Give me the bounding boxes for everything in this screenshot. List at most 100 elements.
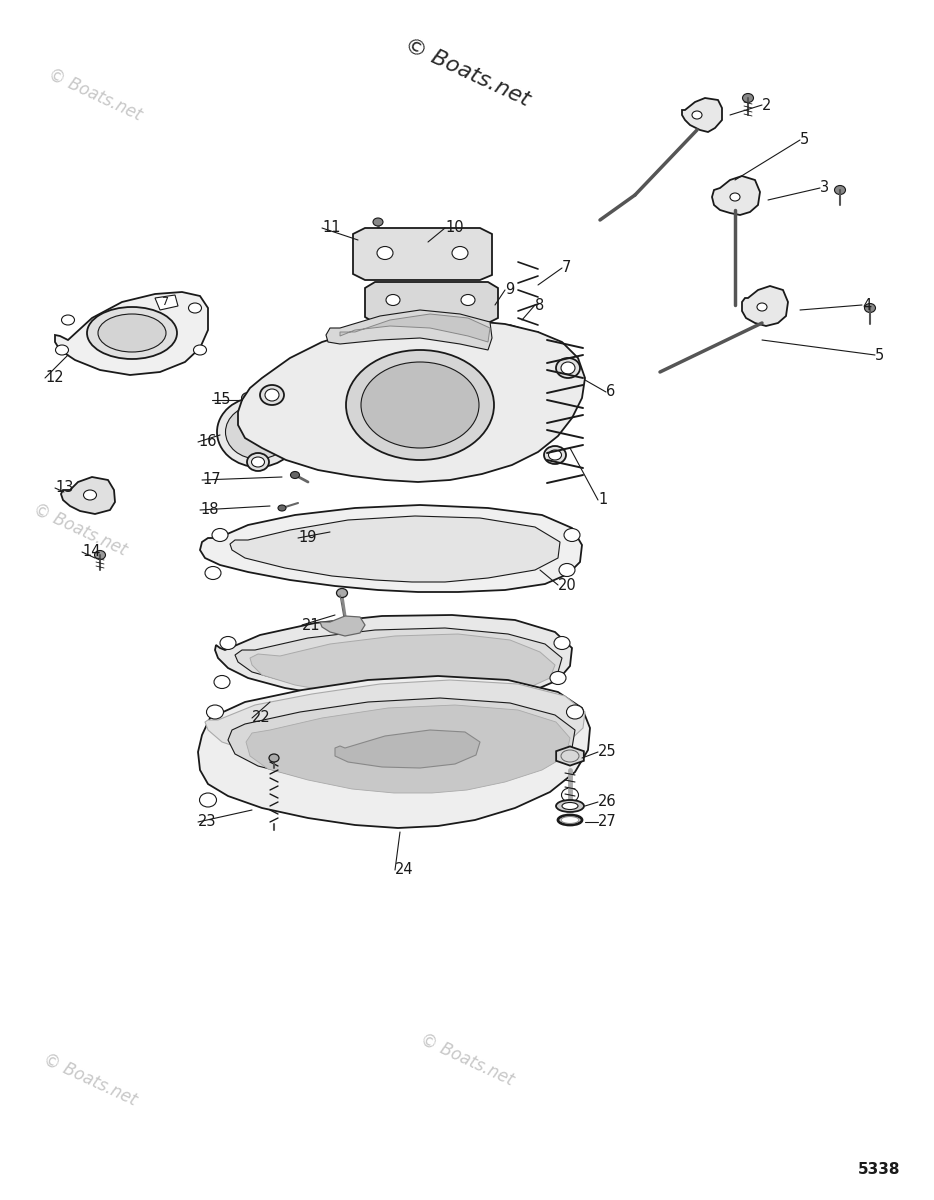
Text: 8: 8 xyxy=(535,298,545,312)
Ellipse shape xyxy=(290,472,300,479)
Ellipse shape xyxy=(83,490,96,500)
Text: 7: 7 xyxy=(562,260,572,276)
Polygon shape xyxy=(200,505,582,592)
Text: 18: 18 xyxy=(200,503,219,517)
Text: 15: 15 xyxy=(212,392,231,408)
Ellipse shape xyxy=(757,302,767,311)
Ellipse shape xyxy=(205,566,221,580)
Ellipse shape xyxy=(242,392,254,403)
Ellipse shape xyxy=(461,294,475,306)
Polygon shape xyxy=(215,614,572,702)
Polygon shape xyxy=(155,295,178,310)
Text: 26: 26 xyxy=(598,794,616,810)
Ellipse shape xyxy=(220,636,236,649)
Text: 12: 12 xyxy=(45,371,64,385)
Polygon shape xyxy=(340,314,490,342)
Ellipse shape xyxy=(386,294,400,306)
Ellipse shape xyxy=(217,397,299,467)
Text: 21: 21 xyxy=(302,618,320,632)
Ellipse shape xyxy=(94,551,106,559)
Text: 10: 10 xyxy=(445,221,463,235)
Polygon shape xyxy=(230,516,560,582)
Ellipse shape xyxy=(865,304,875,312)
Text: 23: 23 xyxy=(198,815,217,829)
Polygon shape xyxy=(198,676,590,828)
Ellipse shape xyxy=(87,307,177,359)
Text: 2: 2 xyxy=(762,97,771,113)
Ellipse shape xyxy=(452,246,468,259)
Ellipse shape xyxy=(559,564,575,576)
Polygon shape xyxy=(326,310,492,350)
Text: © Boats.net: © Boats.net xyxy=(417,1031,517,1090)
Text: 24: 24 xyxy=(395,863,414,877)
Ellipse shape xyxy=(562,803,578,810)
Ellipse shape xyxy=(265,389,279,401)
Ellipse shape xyxy=(743,94,754,102)
Text: © Boats.net: © Boats.net xyxy=(46,66,145,125)
Polygon shape xyxy=(344,530,362,542)
Ellipse shape xyxy=(200,793,217,806)
Ellipse shape xyxy=(260,385,284,404)
Text: © Boats.net: © Boats.net xyxy=(30,500,130,559)
Polygon shape xyxy=(55,292,208,374)
Polygon shape xyxy=(61,476,115,514)
Ellipse shape xyxy=(567,704,584,719)
Text: 3: 3 xyxy=(820,180,829,196)
Text: 1: 1 xyxy=(598,492,607,508)
Polygon shape xyxy=(682,98,722,132)
Ellipse shape xyxy=(193,346,206,355)
Polygon shape xyxy=(337,527,368,542)
Ellipse shape xyxy=(730,193,740,200)
Text: 5338: 5338 xyxy=(857,1163,900,1177)
Ellipse shape xyxy=(556,358,580,378)
Ellipse shape xyxy=(561,362,575,374)
Ellipse shape xyxy=(550,672,566,684)
Polygon shape xyxy=(250,634,555,700)
Polygon shape xyxy=(365,282,498,323)
Polygon shape xyxy=(235,628,562,696)
Polygon shape xyxy=(238,320,585,482)
Text: 22: 22 xyxy=(252,710,271,726)
Ellipse shape xyxy=(189,302,202,313)
Text: 13: 13 xyxy=(55,480,74,496)
Polygon shape xyxy=(742,286,788,326)
Ellipse shape xyxy=(377,246,393,259)
Polygon shape xyxy=(556,746,584,766)
Text: 5: 5 xyxy=(875,348,884,362)
Text: 19: 19 xyxy=(298,530,317,546)
Polygon shape xyxy=(205,680,585,775)
Text: 7: 7 xyxy=(162,296,168,307)
Ellipse shape xyxy=(206,704,223,719)
Ellipse shape xyxy=(692,110,702,119)
Polygon shape xyxy=(320,616,365,636)
Ellipse shape xyxy=(336,588,347,598)
Ellipse shape xyxy=(212,528,228,541)
Text: 14: 14 xyxy=(82,545,101,559)
Text: 25: 25 xyxy=(598,744,616,760)
Polygon shape xyxy=(246,704,570,793)
Ellipse shape xyxy=(55,346,68,355)
Ellipse shape xyxy=(554,636,570,649)
Polygon shape xyxy=(335,730,480,768)
Ellipse shape xyxy=(561,788,578,802)
Text: 6: 6 xyxy=(606,384,616,400)
Text: © Boats.net: © Boats.net xyxy=(40,1050,140,1110)
Ellipse shape xyxy=(556,800,584,812)
Ellipse shape xyxy=(98,314,166,352)
Ellipse shape xyxy=(548,450,561,460)
Polygon shape xyxy=(353,228,492,280)
Ellipse shape xyxy=(214,676,230,689)
Ellipse shape xyxy=(251,457,264,467)
Text: 17: 17 xyxy=(202,473,220,487)
Ellipse shape xyxy=(361,362,479,448)
Ellipse shape xyxy=(62,314,75,325)
Ellipse shape xyxy=(544,446,566,464)
Text: 5: 5 xyxy=(800,132,809,148)
Text: © Boats.net: © Boats.net xyxy=(401,34,533,110)
Text: 20: 20 xyxy=(558,577,577,593)
Polygon shape xyxy=(228,698,575,790)
Ellipse shape xyxy=(373,218,383,226)
Ellipse shape xyxy=(247,452,269,470)
Polygon shape xyxy=(712,176,760,215)
Ellipse shape xyxy=(564,528,580,541)
